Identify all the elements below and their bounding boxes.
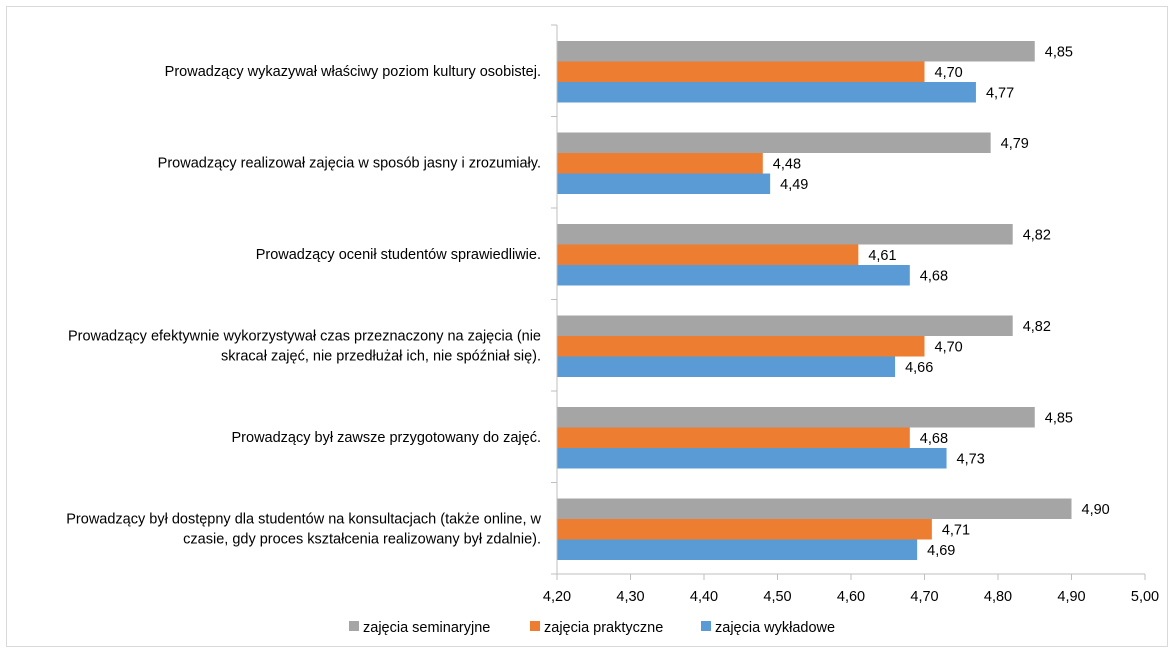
category-label: Prowadzący realizował zajęcia w sposób j… <box>158 155 541 171</box>
data-label: 4,82 <box>1023 319 1051 335</box>
x-tick-label: 4,80 <box>984 589 1012 605</box>
bar <box>557 519 932 540</box>
category-label: Prowadzący ocenił studentów sprawiedliwi… <box>256 247 541 263</box>
category-label: skracał zajęć, nie przedłużał ich, nie s… <box>221 348 541 364</box>
bar <box>557 448 947 469</box>
legend-swatch <box>701 621 711 631</box>
x-tick-label: 4,50 <box>763 589 791 605</box>
bar <box>557 41 1035 62</box>
bar <box>557 336 925 357</box>
data-label: 4,68 <box>920 431 948 447</box>
bar <box>557 224 1013 245</box>
legend-label: zajęcia seminaryjne <box>363 620 490 636</box>
bar <box>557 427 910 448</box>
bar <box>557 265 910 286</box>
data-label: 4,70 <box>935 65 963 81</box>
category-label: czasie, gdy proces kształcenia realizowa… <box>183 531 541 547</box>
data-label: 4,82 <box>1023 227 1051 243</box>
x-tick-label: 5,00 <box>1131 589 1159 605</box>
bar <box>557 356 896 377</box>
x-tick-label: 4,20 <box>543 589 571 605</box>
legend-label: zajęcia praktyczne <box>544 620 663 636</box>
legend-swatch <box>349 621 359 631</box>
bar <box>557 315 1013 336</box>
category-label: Prowadzący wykazywał właściwy poziom kul… <box>165 64 541 80</box>
bar <box>557 61 925 82</box>
data-label: 4,66 <box>905 360 933 376</box>
x-tick-label: 4,30 <box>616 589 644 605</box>
data-label: 4,69 <box>927 543 955 559</box>
category-label: Prowadzący efektywnie wykorzystywał czas… <box>68 328 541 344</box>
data-label: 4,48 <box>773 156 801 172</box>
data-label: 4,90 <box>1082 502 1110 518</box>
data-label: 4,77 <box>986 85 1014 101</box>
category-label: Prowadzący był dostępny dla studentów na… <box>66 511 541 527</box>
bar <box>557 82 976 103</box>
data-label: 4,85 <box>1045 410 1073 426</box>
bar <box>557 244 859 265</box>
data-label: 4,85 <box>1045 44 1073 60</box>
data-label: 4,71 <box>942 522 970 538</box>
x-tick-label: 4,60 <box>837 589 865 605</box>
category-label: Prowadzący był zawsze przygotowany do za… <box>232 430 541 446</box>
x-tick-label: 4,90 <box>1057 589 1085 605</box>
bar <box>557 407 1035 428</box>
data-label: 4,61 <box>868 248 896 264</box>
bar <box>557 539 918 560</box>
x-tick-label: 4,40 <box>690 589 718 605</box>
data-label: 4,49 <box>780 177 808 193</box>
bar <box>557 173 771 194</box>
bar <box>557 498 1072 519</box>
legend-label: zajęcia wykładowe <box>715 620 835 636</box>
legend-swatch <box>530 621 540 631</box>
data-label: 4,79 <box>1001 136 1029 152</box>
data-label: 4,73 <box>957 451 985 467</box>
data-label: 4,68 <box>920 268 948 284</box>
bar <box>557 132 991 153</box>
bar <box>557 153 763 174</box>
data-label: 4,70 <box>935 339 963 355</box>
x-tick-label: 4,70 <box>910 589 938 605</box>
